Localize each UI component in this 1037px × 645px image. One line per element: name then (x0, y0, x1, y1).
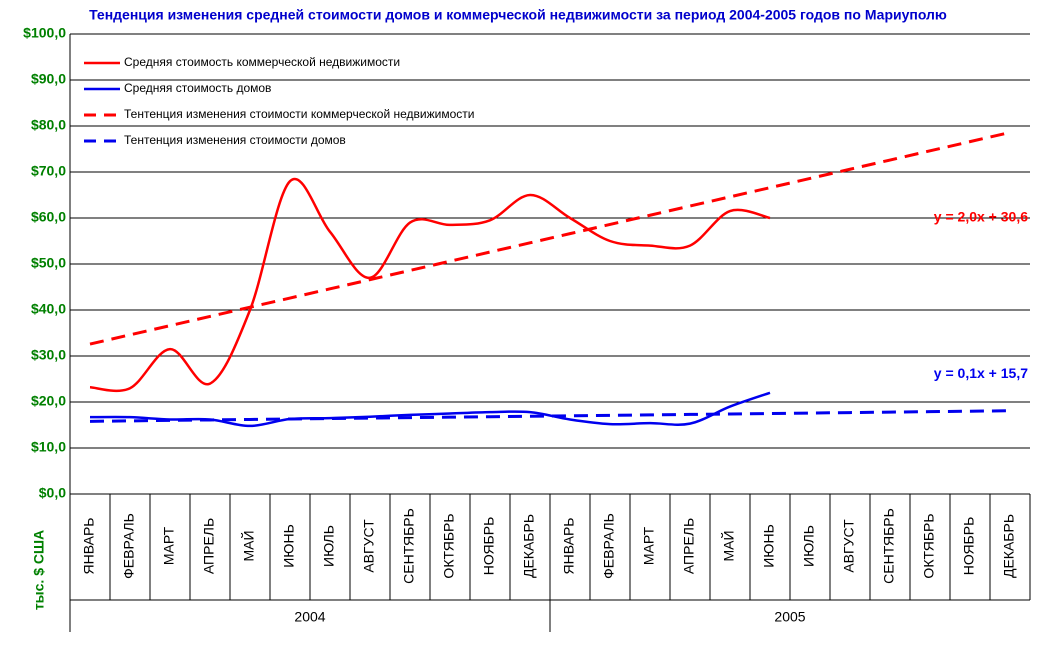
y-tick-label: $30,0 (31, 347, 66, 363)
equation-label: y = 2,0x + 30,6 (934, 209, 1028, 225)
y-tick-label: $50,0 (31, 255, 66, 271)
x-tick-label: ЯНВАРЬ (561, 518, 577, 575)
y-tick-label: $60,0 (31, 209, 66, 225)
x-tick-label: ФЕВРАЛЬ (121, 513, 137, 579)
x-tick-label: ДЕКАБРЬ (1001, 514, 1017, 578)
group-label: 2004 (294, 609, 325, 625)
x-tick-label: НОЯБРЬ (481, 517, 497, 576)
x-tick-label: АВГУСТ (841, 519, 857, 573)
series-line (89, 177, 771, 393)
x-tick-label: ИЮНЬ (761, 524, 777, 568)
group-label: 2005 (774, 609, 805, 625)
trend-line (89, 130, 1011, 346)
equation-label: y = 0,1x + 15,7 (934, 365, 1028, 381)
x-tick-label: СЕНТЯБРЬ (881, 508, 897, 584)
x-tick-label: ИЮЛЬ (801, 525, 817, 567)
x-tick-label: ИЮЛЬ (321, 525, 337, 567)
x-tick-label: ДЕКАБРЬ (521, 514, 537, 578)
legend-label: Средняя стоимость домов (124, 81, 271, 95)
legend-label: Средняя стоимость коммерческой недвижимо… (124, 55, 400, 69)
x-tick-label: МАРТ (161, 526, 177, 565)
y-tick-label: $0,0 (39, 485, 66, 501)
x-tick-label: МАЙ (720, 530, 737, 561)
y-tick-label: $20,0 (31, 393, 66, 409)
y-tick-label: $40,0 (31, 301, 66, 317)
x-tick-label: НОЯБРЬ (961, 517, 977, 576)
legend-label: Тентенция изменения стоимости домов (124, 133, 346, 147)
y-tick-label: $10,0 (31, 439, 66, 455)
x-tick-label: ОКТЯБРЬ (921, 513, 937, 578)
x-tick-label: ОКТЯБРЬ (441, 513, 457, 578)
x-tick-label: АПРЕЛЬ (681, 518, 697, 574)
legend-label: Тентенция изменения стоимости коммерческ… (124, 107, 474, 121)
y-tick-label: $80,0 (31, 117, 66, 133)
x-tick-label: ЯНВАРЬ (81, 518, 97, 575)
x-tick-label: АПРЕЛЬ (201, 518, 217, 574)
x-tick-label: ИЮНЬ (281, 524, 297, 568)
y-tick-label: $90,0 (31, 71, 66, 87)
chart-title: Тенденция изменения средней стоимости до… (89, 7, 947, 23)
x-tick-label: ФЕВРАЛЬ (601, 513, 617, 579)
y-axis-label: тыс. $ США (31, 530, 47, 610)
x-tick-label: АВГУСТ (361, 519, 377, 573)
x-tick-label: МАРТ (641, 526, 657, 565)
y-tick-label: $100,0 (23, 25, 66, 41)
y-tick-label: $70,0 (31, 163, 66, 179)
x-tick-label: МАЙ (240, 530, 257, 561)
x-tick-label: СЕНТЯБРЬ (401, 508, 417, 584)
